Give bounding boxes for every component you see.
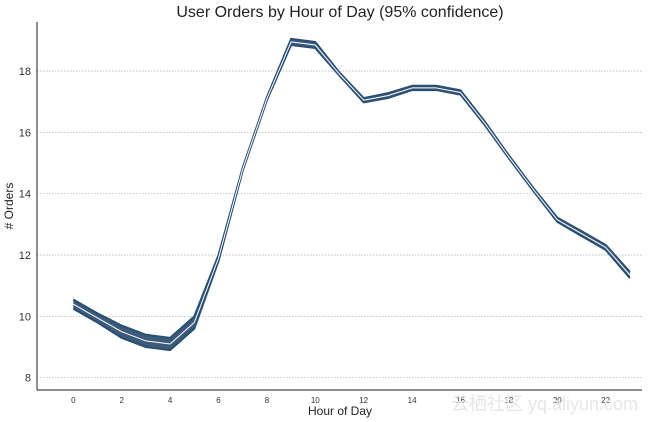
- chart-title: User Orders by Hour of Day (95% confiden…: [176, 4, 503, 21]
- y-tick-label: 18: [19, 66, 31, 78]
- watermark: 云栖社区 yq.aliyun.com: [451, 394, 638, 414]
- y-axis-label: # Orders: [2, 183, 16, 230]
- x-tick-label: 12: [359, 396, 368, 405]
- lower-bound-line: [72, 44, 631, 352]
- x-tick-label: 18: [504, 396, 513, 405]
- mean-line: [73, 41, 631, 345]
- y-tick-label: 16: [19, 127, 31, 139]
- y-tick-labels: 8 10 12 14 16 18: [19, 66, 31, 385]
- upper-bound-line: [72, 37, 631, 339]
- grid-lines: [37, 70, 642, 379]
- x-tick-label: 2: [119, 396, 124, 405]
- x-tick-label: 10: [311, 396, 320, 405]
- y-tick-label: 10: [19, 311, 31, 323]
- x-tick-label: 14: [408, 396, 417, 405]
- x-tick-label: 22: [601, 396, 610, 405]
- x-tick-label: 16: [456, 396, 465, 405]
- x-tick-label: 0: [71, 396, 76, 405]
- y-tick-label: 14: [19, 189, 31, 201]
- y-tick-label: 12: [19, 250, 31, 262]
- x-tick-label: 6: [216, 396, 221, 405]
- x-tick-labels: 0 2 4 6 8 10 12 14 16 18 20 22: [71, 396, 611, 405]
- series-lines: [72, 37, 631, 352]
- x-axis-label: Hour of Day: [308, 404, 372, 418]
- x-tick-label: 20: [553, 396, 562, 405]
- x-tick-label: 8: [265, 396, 270, 405]
- x-tick-label: 4: [168, 396, 173, 405]
- y-tick-label: 8: [25, 373, 31, 385]
